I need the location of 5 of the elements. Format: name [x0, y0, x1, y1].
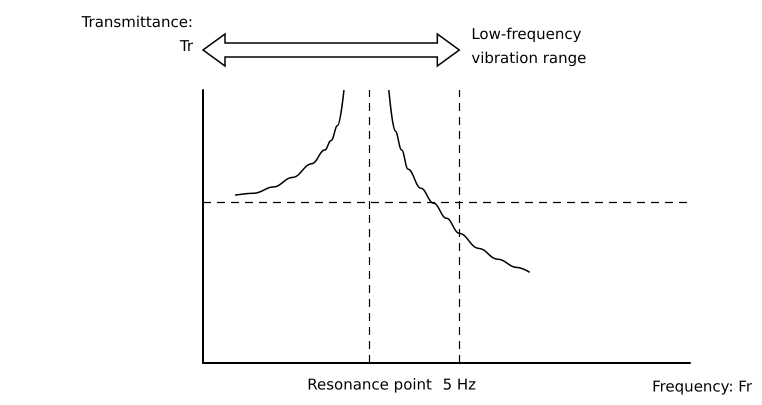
- x-tick-label: 5 Hz: [442, 376, 476, 394]
- x-tick-label: Resonance point: [307, 376, 432, 394]
- y-axis-title: Transmittance: Tr: [80, 13, 194, 55]
- x-axis-title: Frequency: Fr: [652, 378, 753, 396]
- text: Low-frequency vibration range: [471, 25, 586, 67]
